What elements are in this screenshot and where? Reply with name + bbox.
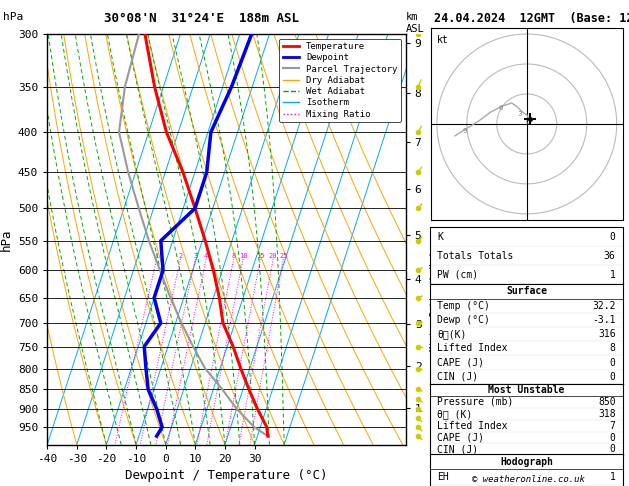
Text: EH: EH	[437, 472, 449, 482]
Text: 3: 3	[518, 111, 522, 118]
Text: 20: 20	[269, 253, 277, 259]
Text: 0: 0	[610, 232, 616, 242]
Text: θᴄ(K): θᴄ(K)	[437, 329, 467, 339]
Text: hPa: hPa	[3, 12, 23, 22]
Text: 6: 6	[498, 105, 503, 111]
Text: kt: kt	[437, 35, 448, 45]
Y-axis label: hPa: hPa	[0, 228, 13, 251]
Text: 0: 0	[610, 372, 616, 382]
Text: km
ASL: km ASL	[406, 12, 425, 34]
Text: 0: 0	[610, 433, 616, 443]
Legend: Temperature, Dewpoint, Parcel Trajectory, Dry Adiabat, Wet Adiabat, Isotherm, Mi: Temperature, Dewpoint, Parcel Trajectory…	[279, 38, 401, 122]
Text: 0: 0	[525, 119, 530, 125]
Text: 25: 25	[279, 253, 287, 259]
Text: Surface: Surface	[506, 286, 547, 296]
Text: 3: 3	[193, 253, 198, 259]
Text: 7: 7	[610, 420, 616, 431]
Text: 1: 1	[610, 472, 616, 482]
Text: 850: 850	[598, 397, 616, 407]
Text: 8: 8	[231, 253, 236, 259]
Text: 4: 4	[204, 253, 208, 259]
Text: Lifted Index: Lifted Index	[437, 420, 508, 431]
Text: 30°08'N  31°24'E  188m ASL: 30°08'N 31°24'E 188m ASL	[104, 12, 299, 25]
Text: Pressure (mb): Pressure (mb)	[437, 397, 514, 407]
Text: PW (cm): PW (cm)	[437, 270, 479, 280]
Text: 318: 318	[598, 409, 616, 419]
Text: Mixing Ratio  (g/kg): Mixing Ratio (g/kg)	[430, 251, 439, 351]
Text: CAPE (J): CAPE (J)	[437, 433, 484, 443]
Text: K: K	[437, 232, 443, 242]
Text: Most Unstable: Most Unstable	[488, 385, 565, 395]
Text: CAPE (J): CAPE (J)	[437, 358, 484, 367]
X-axis label: Dewpoint / Temperature (°C): Dewpoint / Temperature (°C)	[125, 469, 328, 482]
Text: Totals Totals: Totals Totals	[437, 251, 514, 261]
Text: 24.04.2024  12GMT  (Base: 12): 24.04.2024 12GMT (Base: 12)	[435, 12, 629, 25]
Text: 9: 9	[462, 128, 467, 134]
Text: 32.2: 32.2	[592, 301, 616, 311]
Text: 15: 15	[256, 253, 265, 259]
Text: 10: 10	[239, 253, 247, 259]
Text: 1: 1	[155, 253, 159, 259]
Text: 1: 1	[610, 270, 616, 280]
Text: 8: 8	[610, 343, 616, 353]
Text: θᴄ (K): θᴄ (K)	[437, 409, 472, 419]
Text: Lifted Index: Lifted Index	[437, 343, 508, 353]
Text: 0: 0	[610, 358, 616, 367]
Text: 0: 0	[610, 444, 616, 454]
Text: Hodograph: Hodograph	[500, 457, 553, 467]
Text: Dewp (°C): Dewp (°C)	[437, 315, 490, 325]
Text: © weatheronline.co.uk: © weatheronline.co.uk	[472, 474, 585, 484]
Text: 2: 2	[179, 253, 182, 259]
Text: CIN (J): CIN (J)	[437, 444, 479, 454]
Text: CIN (J): CIN (J)	[437, 372, 479, 382]
Text: 36: 36	[604, 251, 616, 261]
Text: Temp (°C): Temp (°C)	[437, 301, 490, 311]
Text: 316: 316	[598, 329, 616, 339]
Text: -3.1: -3.1	[592, 315, 616, 325]
